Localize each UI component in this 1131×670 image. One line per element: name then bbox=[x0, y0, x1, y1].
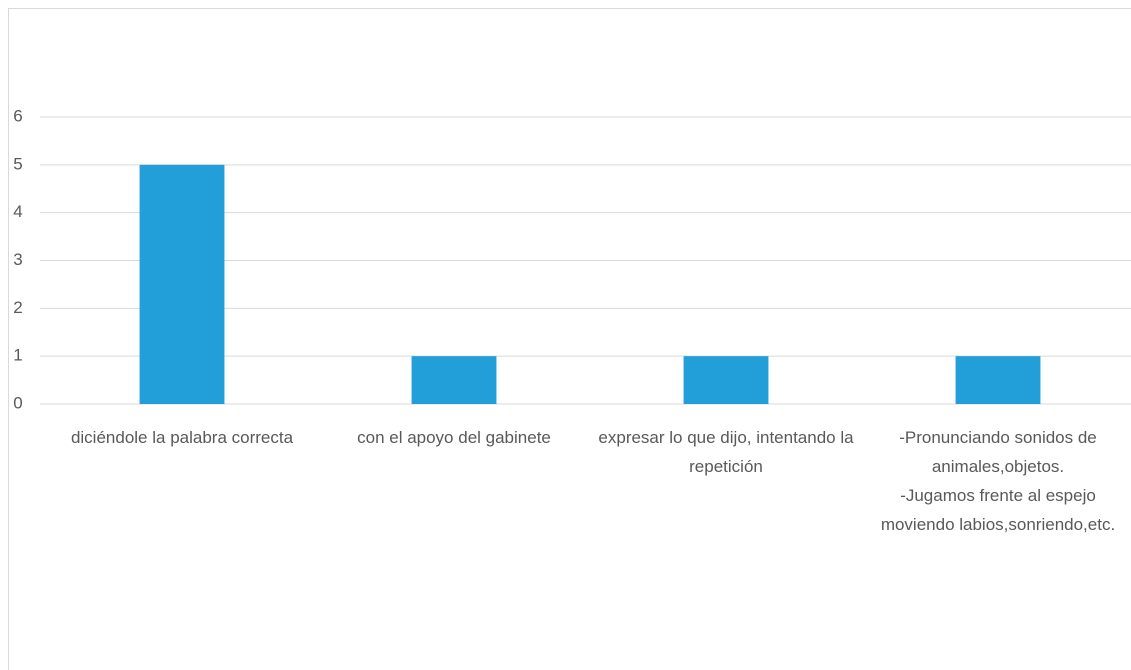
x-tick-label: con el apoyo del gabinete bbox=[357, 428, 551, 447]
y-tick-label: 3 bbox=[13, 250, 22, 269]
bar bbox=[955, 356, 1041, 404]
x-tick-label: -Pronunciando sonidos de animales,objeto… bbox=[880, 428, 1116, 534]
y-tick-label: 2 bbox=[13, 298, 22, 317]
y-tick-label: 6 bbox=[13, 106, 22, 125]
chart-border bbox=[8, 8, 1131, 670]
x-tick-label: expresar lo que dijo, intentando la repe… bbox=[598, 428, 854, 476]
y-tick-label: 1 bbox=[13, 346, 22, 365]
bar bbox=[683, 356, 769, 404]
y-tick-label: 0 bbox=[13, 393, 22, 412]
y-tick-label: 4 bbox=[13, 202, 22, 221]
bar bbox=[411, 356, 497, 404]
x-tick-label: diciéndole la palabra correcta bbox=[70, 428, 294, 447]
bar bbox=[139, 164, 225, 404]
y-tick-label: 5 bbox=[13, 154, 22, 173]
